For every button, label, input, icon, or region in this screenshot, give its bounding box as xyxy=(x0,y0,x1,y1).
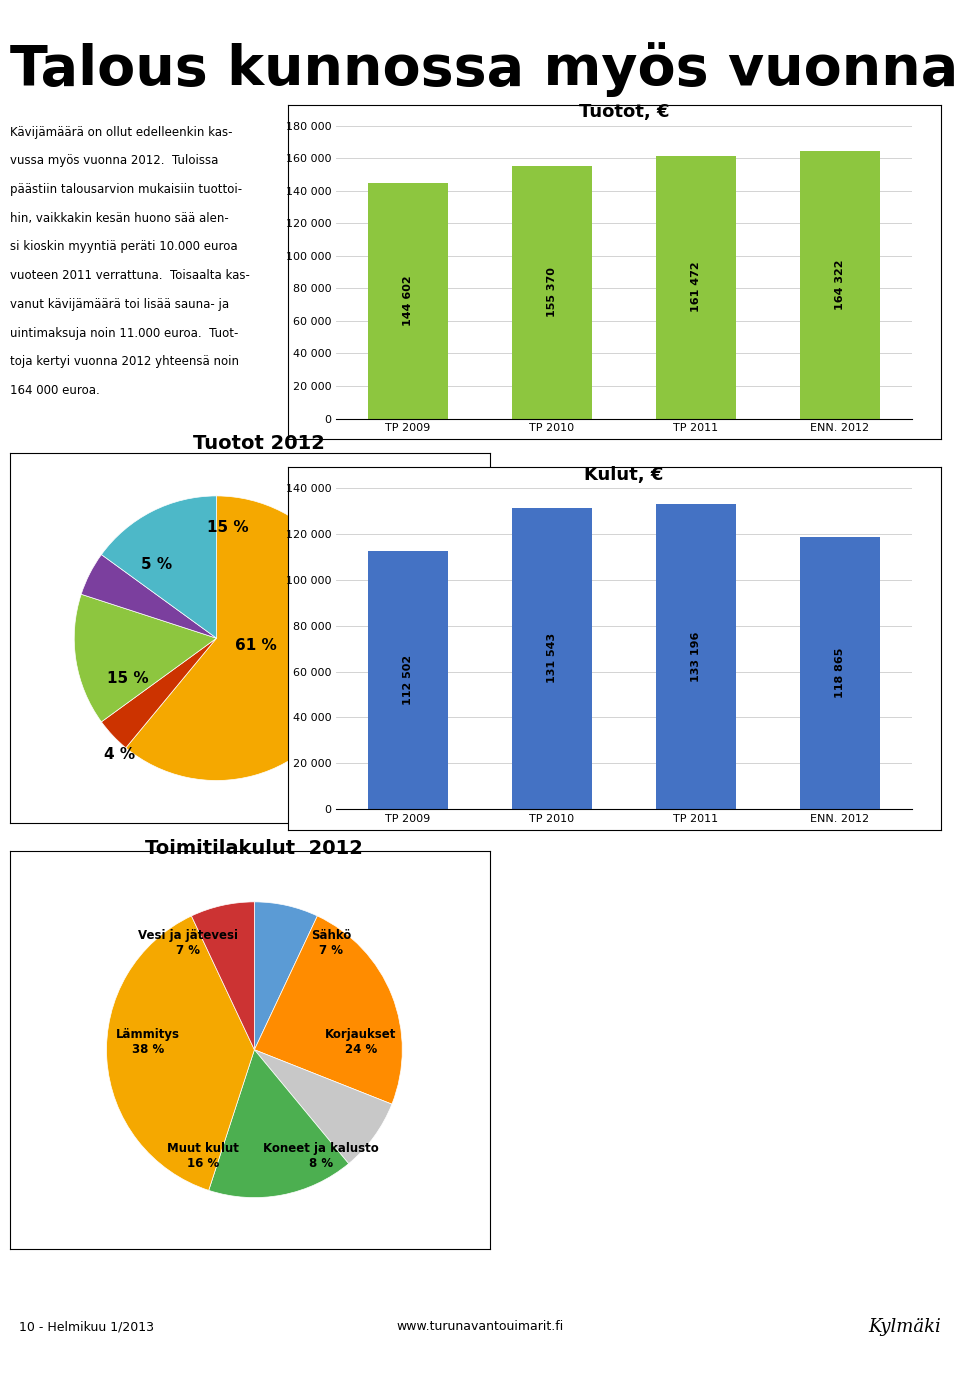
Wedge shape xyxy=(126,497,359,780)
Wedge shape xyxy=(254,917,402,1105)
Text: www.turunavantouimarit.fi: www.turunavantouimarit.fi xyxy=(396,1320,564,1334)
Text: vanut kävijämäärä toi lisää sauna- ja: vanut kävijämäärä toi lisää sauna- ja xyxy=(10,297,228,311)
Wedge shape xyxy=(208,1049,348,1197)
Text: 161 472: 161 472 xyxy=(691,262,701,312)
Text: 164 322: 164 322 xyxy=(835,259,845,310)
Bar xyxy=(801,151,879,418)
Text: Vesi ja jätevesi
7 %: Vesi ja jätevesi 7 % xyxy=(138,929,238,957)
Text: vussa myös vuonna 2012.  Tuloissa: vussa myös vuonna 2012. Tuloissa xyxy=(10,155,218,167)
Text: vuoteen 2011 verrattuna.  Toisaalta kas-: vuoteen 2011 verrattuna. Toisaalta kas- xyxy=(10,269,250,282)
Title: Kulut, €: Kulut, € xyxy=(585,466,663,484)
Bar xyxy=(513,166,591,418)
Bar xyxy=(513,508,591,809)
Bar xyxy=(801,537,879,809)
Title: Tuotot, €: Tuotot, € xyxy=(579,103,669,121)
Wedge shape xyxy=(102,639,217,748)
Text: 164 000 euroa.: 164 000 euroa. xyxy=(10,384,99,398)
Text: 10 - Helmikuu 1/2013: 10 - Helmikuu 1/2013 xyxy=(19,1320,155,1334)
Text: 131 543: 131 543 xyxy=(547,633,557,684)
Wedge shape xyxy=(254,1049,392,1163)
Text: päästiin talousarvion mukaisiin tuottoi-: päästiin talousarvion mukaisiin tuottoi- xyxy=(10,183,242,195)
Wedge shape xyxy=(107,917,254,1190)
Text: 5 %: 5 % xyxy=(141,557,172,572)
Wedge shape xyxy=(191,901,254,1049)
Wedge shape xyxy=(102,497,217,639)
Title: Toimitilakulut  2012: Toimitilakulut 2012 xyxy=(146,838,363,858)
Text: 144 602: 144 602 xyxy=(403,276,413,326)
Wedge shape xyxy=(74,594,217,721)
Text: Koneet ja kalusto
8 %: Koneet ja kalusto 8 % xyxy=(263,1143,379,1170)
Text: 112 502: 112 502 xyxy=(403,656,413,706)
Text: Sähkö
7 %: Sähkö 7 % xyxy=(311,929,351,957)
Text: 61 %: 61 % xyxy=(235,638,277,653)
Bar xyxy=(657,156,735,418)
Text: toja kertyi vuonna 2012 yhteensä noin: toja kertyi vuonna 2012 yhteensä noin xyxy=(10,356,239,368)
Wedge shape xyxy=(82,555,217,639)
Text: 155 370: 155 370 xyxy=(547,266,557,317)
Text: Kävijämäärä on ollut edelleenkin kas-: Kävijämäärä on ollut edelleenkin kas- xyxy=(10,126,232,138)
Bar xyxy=(657,504,735,809)
Title: Tuotot 2012: Tuotot 2012 xyxy=(193,434,325,453)
Legend: Saunamaksut, Tilavuokrat, Kioskimyynti, Muut tuotot, Jäsenmaksut: Saunamaksut, Tilavuokrat, Kioskimyynti, … xyxy=(694,583,828,693)
Text: 15 %: 15 % xyxy=(108,671,149,685)
Text: 118 865: 118 865 xyxy=(835,647,845,698)
Text: si kioskin myyntiä peräti 10.000 euroa: si kioskin myyntiä peräti 10.000 euroa xyxy=(10,240,237,254)
Wedge shape xyxy=(254,901,318,1049)
Text: Muut kulut
16 %: Muut kulut 16 % xyxy=(167,1143,239,1170)
Text: 133 196: 133 196 xyxy=(691,632,701,682)
Text: hin, vaikkakin kesän huono sää alen-: hin, vaikkakin kesän huono sää alen- xyxy=(10,212,228,225)
Text: Talous kunnossa myös vuonna 2012: Talous kunnossa myös vuonna 2012 xyxy=(10,42,960,98)
Text: Korjaukset
24 %: Korjaukset 24 % xyxy=(325,1028,396,1056)
Bar xyxy=(369,551,447,809)
Text: uintimaksuja noin 11.000 euroa.  Tuot-: uintimaksuja noin 11.000 euroa. Tuot- xyxy=(10,326,238,339)
Text: 15 %: 15 % xyxy=(207,520,249,534)
Text: Kylmäki: Kylmäki xyxy=(868,1318,941,1335)
Text: 4 %: 4 % xyxy=(105,748,135,763)
Bar xyxy=(369,183,447,418)
Text: Lämmitys
38 %: Lämmitys 38 % xyxy=(116,1028,180,1056)
